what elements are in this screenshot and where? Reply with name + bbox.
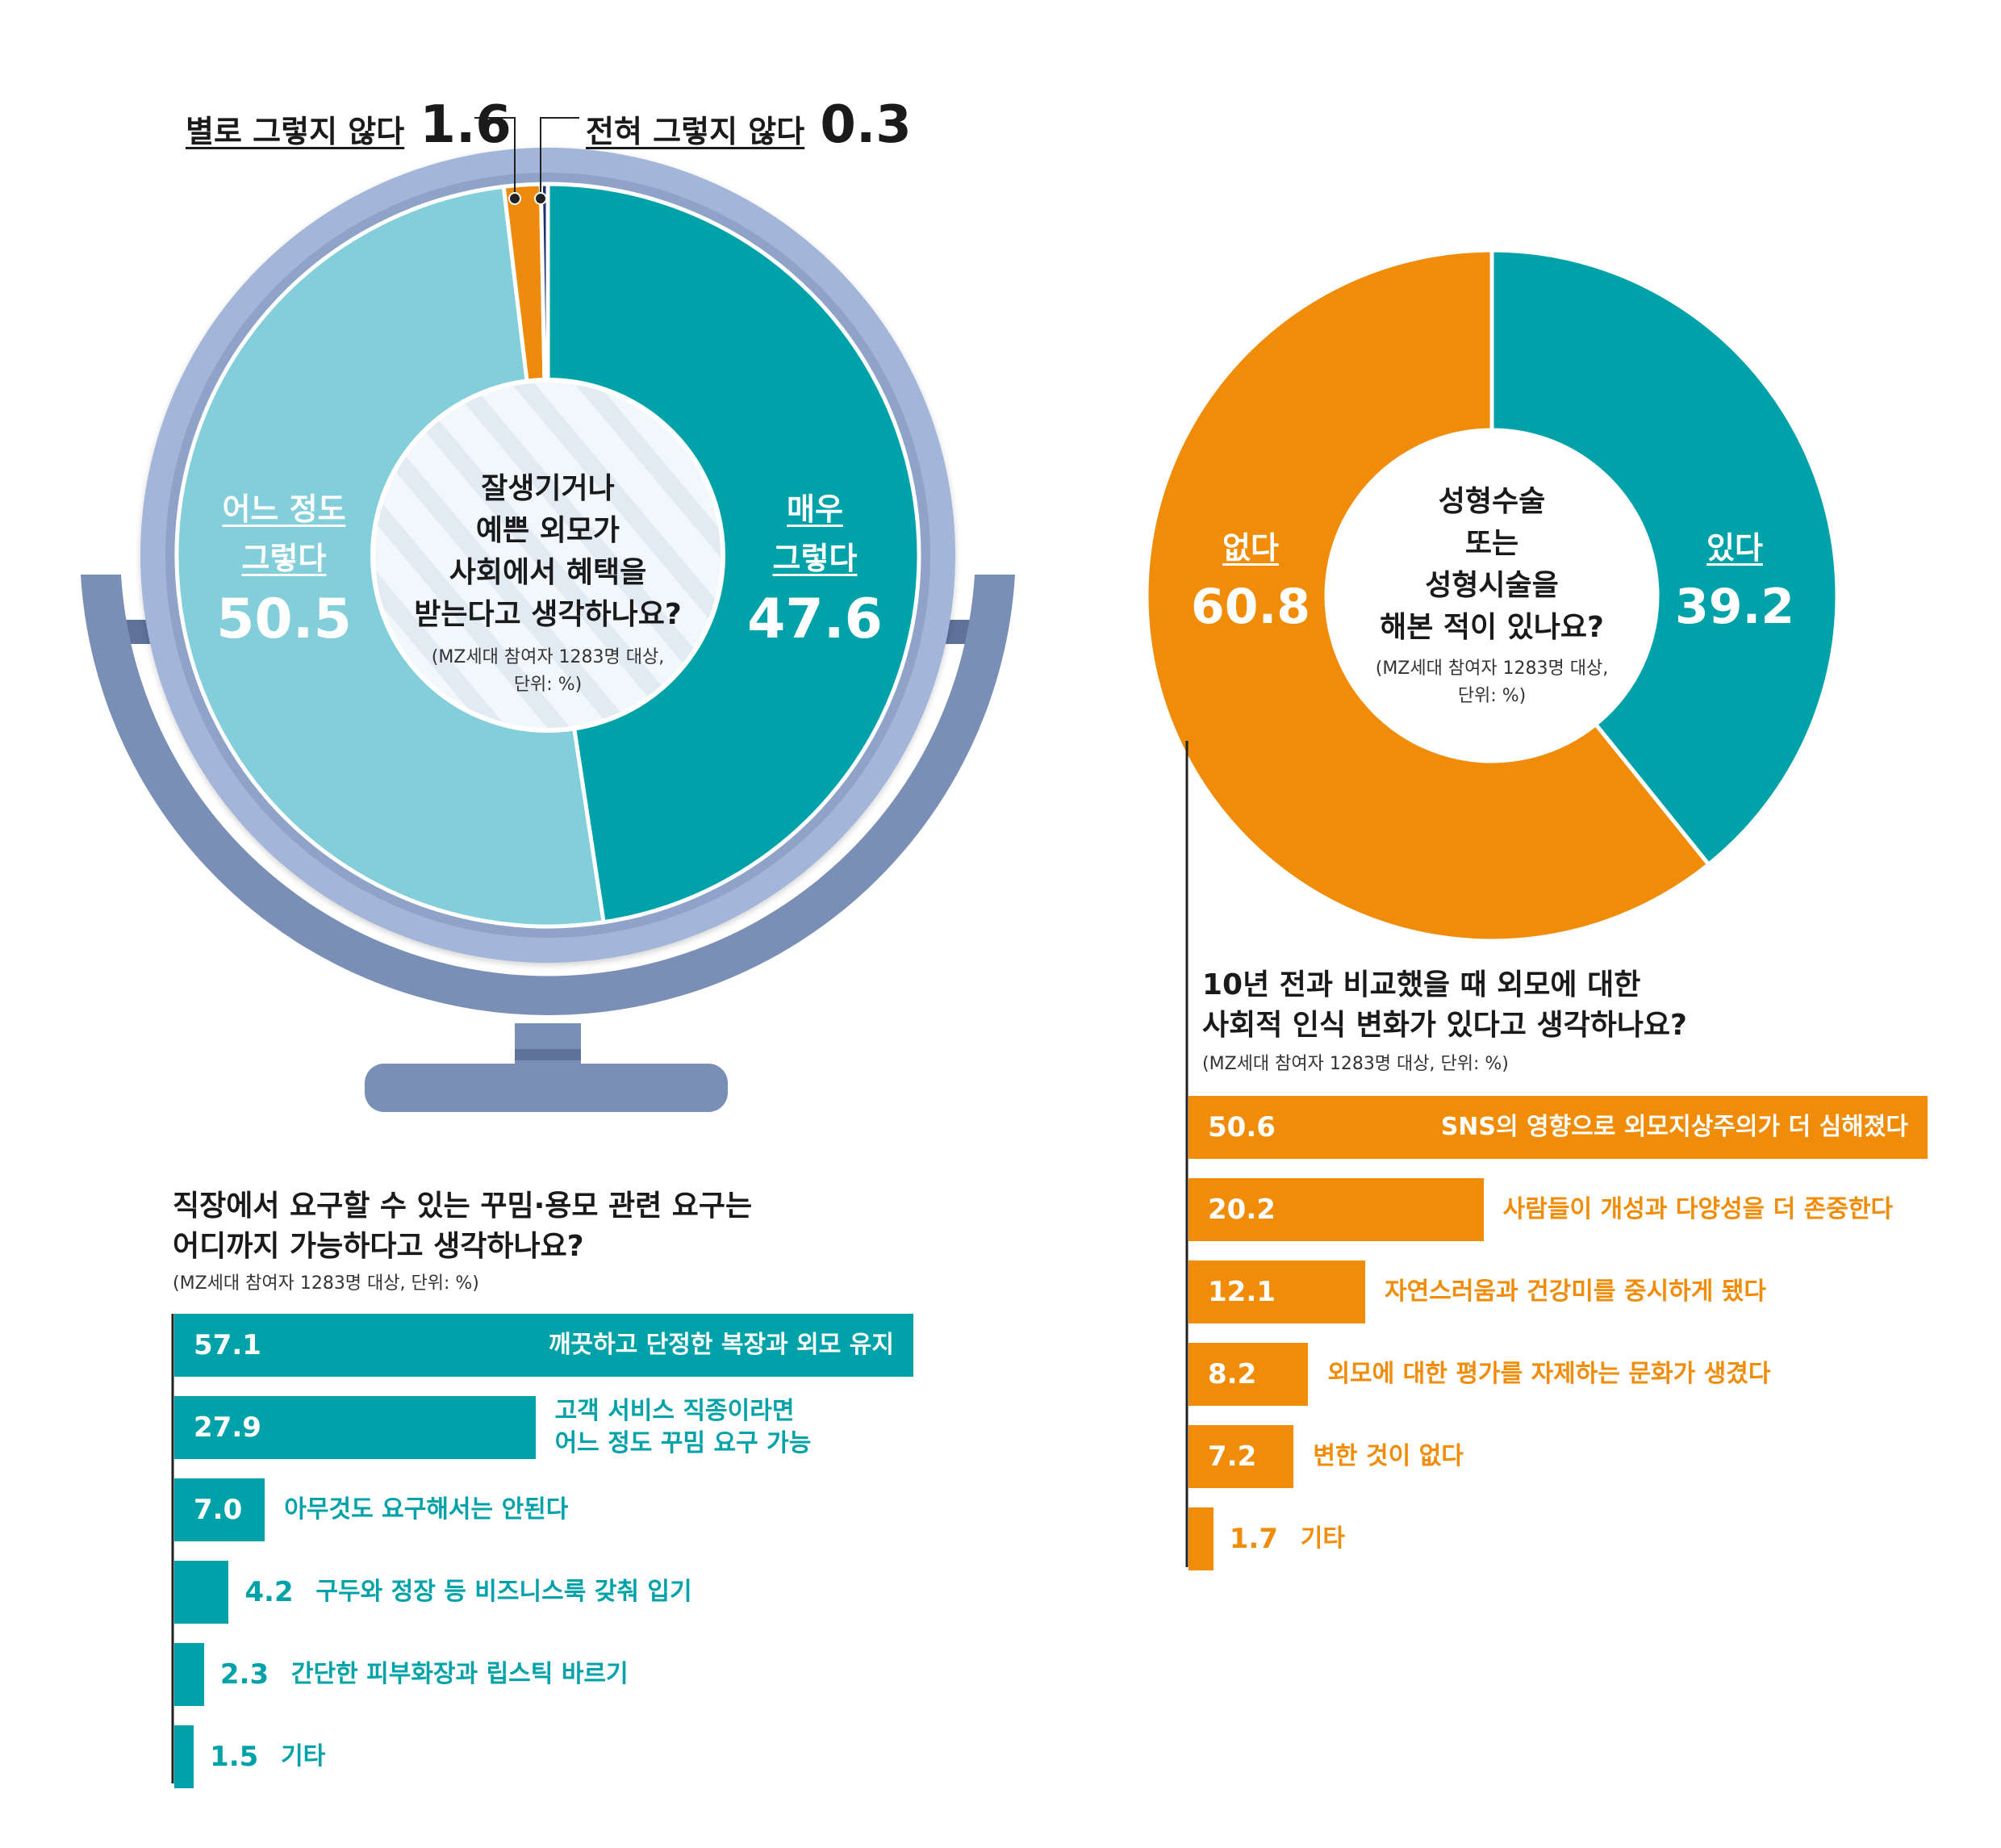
bars2-title: 10년 전과 비교했을 때 외모에 대한 사회적 인식 변화가 있다고 생각하나… xyxy=(1202,968,1687,1042)
bar-label-4: 변한 것이 없다 xyxy=(1313,1442,1464,1470)
stand-neck-band xyxy=(515,1049,581,1060)
bars2-note: (MZ세대 참여자 1283명 대상, 단위: %) xyxy=(1202,1054,1509,1074)
bar-value-5: 1.7 xyxy=(1229,1523,1278,1555)
bar-label-5: 기타 xyxy=(1300,1524,1345,1553)
bar-label-4: 간단한 피부화장과 립스틱 바르기 xyxy=(290,1660,629,1688)
bar-value-1: 27.9 xyxy=(194,1411,261,1444)
leader-line-not-much xyxy=(474,117,516,199)
label-somewhat-yes: 어느 정도 그렇다 50.5 xyxy=(216,491,352,651)
bar-4 xyxy=(174,1643,204,1706)
label-no: 없다 60.8 xyxy=(1190,530,1311,635)
bar-value-2: 7.0 xyxy=(194,1494,243,1526)
bar-label-2: 자연스러움과 건강미를 중시하게 됐다 xyxy=(1385,1277,1766,1306)
leader-lines xyxy=(474,117,579,205)
bars1-note: (MZ세대 참여자 1283명 대상, 단위: %) xyxy=(173,1273,479,1294)
bar-label-1: 고객 서비스 직종이라면 어느 정도 꾸밈 요구 가능 xyxy=(554,1397,812,1457)
bar-label-5: 기타 xyxy=(281,1742,326,1771)
donut2-center xyxy=(1326,429,1658,762)
bar-3 xyxy=(1188,1343,1309,1406)
label-not-much: 별로 그렇지 않다 1.6 xyxy=(186,95,512,155)
bar-value-3: 4.2 xyxy=(244,1576,294,1608)
bar-label-0: SNS의 영향으로 외모지상주의가 더 심해졌다 xyxy=(1440,1113,1908,1141)
leader-dot-not-at-all xyxy=(534,192,547,205)
bar-label-2: 아무것도 요구해서는 안된다 xyxy=(284,1495,569,1524)
label-yes: 있다 39.2 xyxy=(1674,530,1795,635)
bar-2 xyxy=(174,1478,265,1541)
bar-3 xyxy=(174,1561,229,1624)
bar-1 xyxy=(1188,1178,1484,1241)
bars1-title: 직장에서 요구할 수 있는 꾸밈·용모 관련 요구는 어디까지 가능하다고 생각… xyxy=(173,1189,753,1263)
bar-4 xyxy=(1188,1425,1294,1488)
bar-value-1: 20.2 xyxy=(1208,1194,1276,1226)
leader-dot-not-much xyxy=(508,192,521,205)
bar-value-0: 57.1 xyxy=(194,1329,261,1361)
bar-value-4: 7.2 xyxy=(1208,1440,1257,1473)
bar-label-1: 사람들이 개성과 다양성을 더 존중한다 xyxy=(1502,1195,1894,1223)
label-very-yes: 매우 그렇다 47.6 xyxy=(747,491,883,651)
bar-5 xyxy=(174,1725,194,1788)
bar-label-0: 깨끗하고 단정한 복장과 외모 유지 xyxy=(548,1331,894,1359)
bar-2 xyxy=(1188,1261,1366,1323)
donut1-center-question: 잘생기거나 예쁜 외모가 사회에서 혜택을 받는다고 생각하나요? (MZ세대 … xyxy=(414,472,682,695)
bar-0 xyxy=(1188,1096,1928,1159)
bar-0 xyxy=(174,1314,913,1377)
bar-5 xyxy=(1188,1507,1214,1570)
bar-1 xyxy=(174,1396,536,1459)
label-not-at-all: 전혀 그렇지 않다 0.3 xyxy=(586,95,912,155)
bar-value-4: 2.3 xyxy=(219,1658,269,1691)
bar-value-2: 12.1 xyxy=(1208,1276,1276,1308)
donut2-center-question: 성형수술 또는 성형시술을 해본 적이 있나요? (MZ세대 참여자 1283명… xyxy=(1375,485,1609,706)
mirror-stand xyxy=(81,575,1015,1112)
bar-value-5: 1.5 xyxy=(210,1741,259,1773)
bar-label-3: 구두와 정장 등 비즈니스룩 갖춰 입기 xyxy=(315,1578,692,1606)
bar-value-0: 50.6 xyxy=(1208,1111,1276,1144)
leader-line-not-at-all xyxy=(540,117,579,199)
stand-base xyxy=(365,1064,728,1112)
bar-value-3: 8.2 xyxy=(1208,1358,1257,1390)
bar-label-3: 외모에 대한 평가를 자제하는 문화가 생겼다 xyxy=(1327,1360,1771,1388)
mirror-glass-center xyxy=(370,378,725,733)
donut-chart-plastic-surgery xyxy=(1144,248,1840,943)
